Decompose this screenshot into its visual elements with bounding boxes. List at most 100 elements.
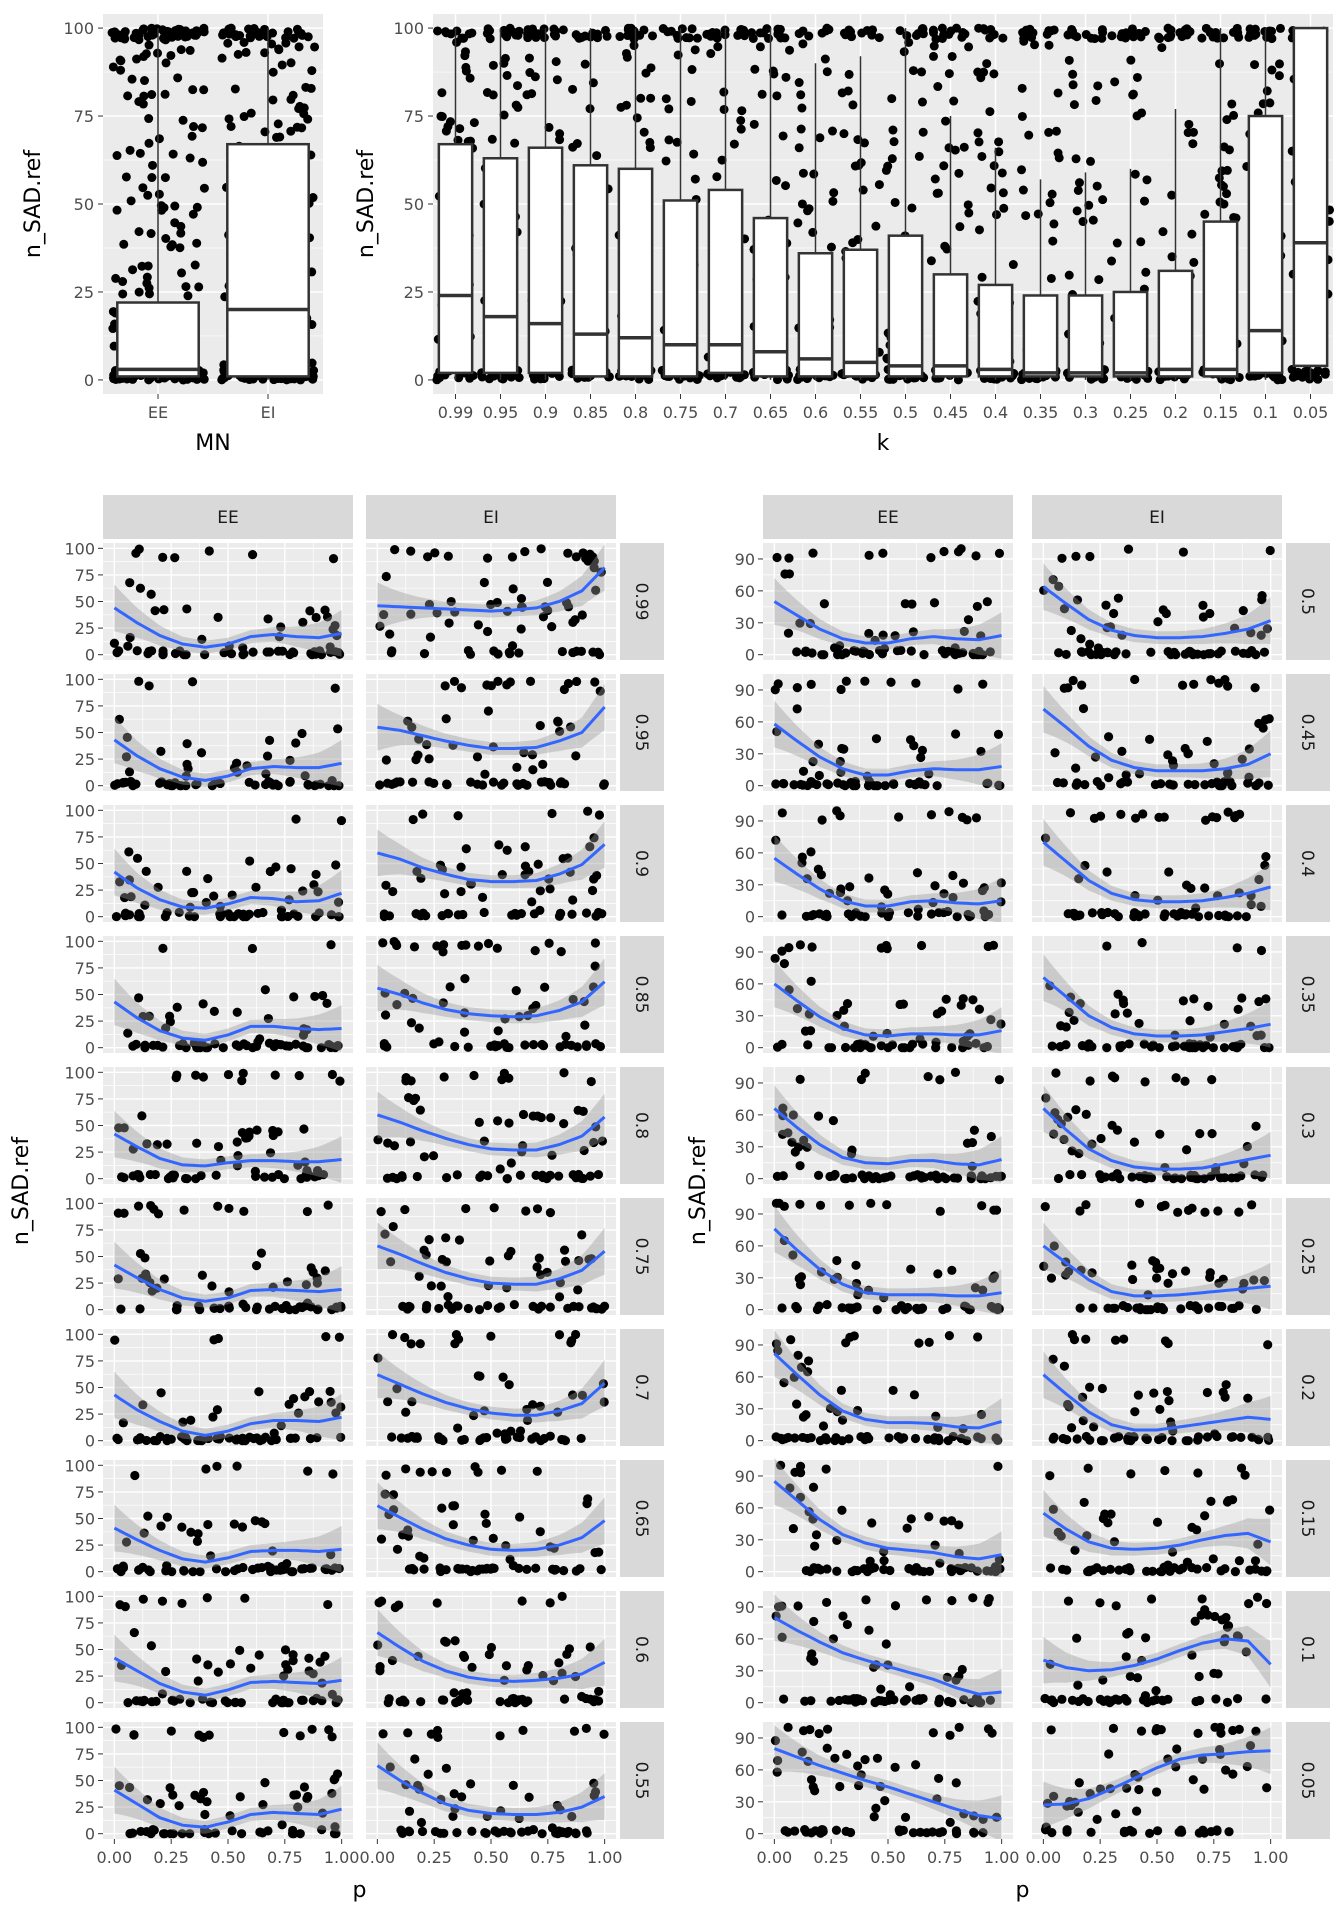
facet-panel-EE-0.85: [103, 936, 353, 1053]
confidence-ribbon: [774, 1725, 1002, 1839]
y-tick-label: 100: [64, 670, 95, 689]
confidence-ribbon: [114, 716, 342, 787]
y-axis-title: n_SAD.ref: [686, 1136, 711, 1245]
y-tick-label: 0: [745, 646, 755, 665]
smooth-line: [376, 1244, 606, 1286]
smooth-line: [113, 870, 343, 910]
y-tick-label: 75: [75, 566, 95, 585]
x-tick-label: 0.3: [1073, 403, 1098, 422]
y-tick-label: 90: [735, 1205, 755, 1224]
y-tick-label: 90: [735, 943, 755, 962]
x-tick-label: EI: [261, 403, 276, 422]
facet-panel-EE-0.35: [763, 936, 1013, 1053]
facet-panel-EI-0.75: [366, 1198, 616, 1315]
smooth-line: [376, 1113, 606, 1152]
y-tick-label: 100: [64, 1718, 95, 1737]
x-tick-label: 0.1: [1253, 403, 1278, 422]
y-tick-label: 50: [75, 986, 95, 1005]
y-tick-label: 90: [735, 1467, 755, 1486]
box-0.4: [977, 283, 1014, 378]
column-strip-label: EI: [1149, 508, 1165, 528]
y-tick-label: 0: [85, 1170, 95, 1189]
y-tick-label: 90: [735, 681, 755, 700]
facet-panel-EE-0.55: [103, 1722, 353, 1839]
confidence-ribbon: [1043, 1727, 1271, 1829]
scatter-points: [770, 940, 1006, 1053]
y-tick-label: 100: [64, 1063, 95, 1082]
x-tick-label: 0.85: [573, 403, 609, 422]
y-tick-label: 90: [735, 1729, 755, 1748]
smooth-line: [376, 843, 606, 884]
row-strip-0.25: [1286, 1198, 1330, 1315]
column-strip-EE: [103, 495, 353, 539]
row-strip-label: 0.35: [1297, 976, 1317, 1014]
box-0.7: [707, 188, 744, 375]
box-0.15: [1202, 220, 1239, 378]
row-strip-label: 0.2: [1297, 1374, 1317, 1401]
boxplot-panel-MN: 0 25 50 75 100 EE EI MN n_SAD.ref: [21, 14, 323, 456]
confidence-ribbon: [377, 1482, 605, 1557]
y-tick-label: 0: [745, 1301, 755, 1320]
y-tick-label: 0: [85, 1039, 95, 1058]
smooth-line: [113, 738, 342, 782]
row-strip-label: 0.9: [631, 850, 651, 877]
confidence-ribbon: [377, 1222, 605, 1292]
y-tick-label: 60: [735, 713, 755, 732]
y-tick-label: 25: [404, 283, 424, 302]
row-strip-0.15: [1286, 1460, 1330, 1577]
smooth-line: [773, 1107, 1002, 1167]
x-tick-label: 0.45: [933, 403, 969, 422]
y-tick-label: 75: [75, 828, 95, 847]
confidence-ribbon: [114, 1371, 342, 1442]
x-tick-label: 0.75: [530, 1848, 566, 1867]
y-tick-label: 25: [75, 1667, 95, 1686]
y-tick-label: 75: [75, 1614, 95, 1633]
y-tick-label: 30: [735, 1662, 755, 1681]
y-tick-label: 60: [735, 1368, 755, 1387]
smooth-line: [1042, 1637, 1272, 1673]
box-0.99: [437, 142, 474, 375]
row-strip-label: 0.1: [1297, 1636, 1317, 1663]
facet-panel-EE-0.5: [763, 543, 1013, 660]
facet-panel-EI-0.35: [1032, 936, 1282, 1053]
confidence-ribbon: [774, 1594, 1002, 1708]
facet-panel-EE-0.8: [103, 1067, 353, 1184]
y-tick-label: 100: [64, 1194, 95, 1213]
x-axis-title: MN: [195, 431, 230, 456]
x-tick-label: 0.25: [1113, 403, 1149, 422]
box-0.6: [797, 252, 834, 378]
x-tick-label: 0.75: [267, 1848, 303, 1867]
row-strip-0.65: [620, 1460, 664, 1577]
facet-panel-EI-0.6: [366, 1591, 616, 1708]
facet-panel-EI-0.99: [366, 543, 616, 660]
y-tick-label: 75: [75, 1221, 95, 1240]
jitter-points: [1197, 23, 1244, 385]
facet-panel-EI-0.3: [1032, 1067, 1282, 1184]
y-tick-label: 90: [735, 1598, 755, 1617]
box-0.1: [1247, 114, 1284, 375]
x-axis-title: p: [1016, 1878, 1030, 1903]
row-strip-label: 0.85: [631, 976, 651, 1014]
row-strip-label: 0.8: [631, 1112, 651, 1139]
box-0.55: [842, 248, 879, 378]
facet-panel-EI-0.5: [1032, 543, 1282, 660]
x-tick-label: 0.4: [983, 403, 1008, 422]
facet-panel-EE-0.75: [103, 1198, 353, 1315]
y-tick-label: 25: [75, 1405, 95, 1424]
scatter-points: [110, 1332, 346, 1446]
y-tick-label: 75: [75, 697, 95, 716]
facet-panel-EI-0.1: [1032, 1591, 1282, 1708]
row-strip-0.3: [1286, 1067, 1330, 1184]
smooth-line: [376, 1631, 606, 1683]
box-0.3: [1067, 294, 1104, 378]
scatter-points: [114, 1068, 345, 1184]
y-tick-label: 0: [84, 371, 94, 390]
facet-panel-EE-0.05: [763, 1722, 1013, 1839]
y-tick-label: 50: [75, 855, 95, 874]
y-tick-label: 0: [85, 646, 95, 665]
y-tick-label: 0: [85, 777, 95, 796]
facet-panel-EI-0.55: [366, 1722, 616, 1839]
smooth-line: [1042, 1107, 1271, 1171]
scatter-points: [1039, 1198, 1269, 1315]
y-tick-label: 0: [745, 777, 755, 796]
